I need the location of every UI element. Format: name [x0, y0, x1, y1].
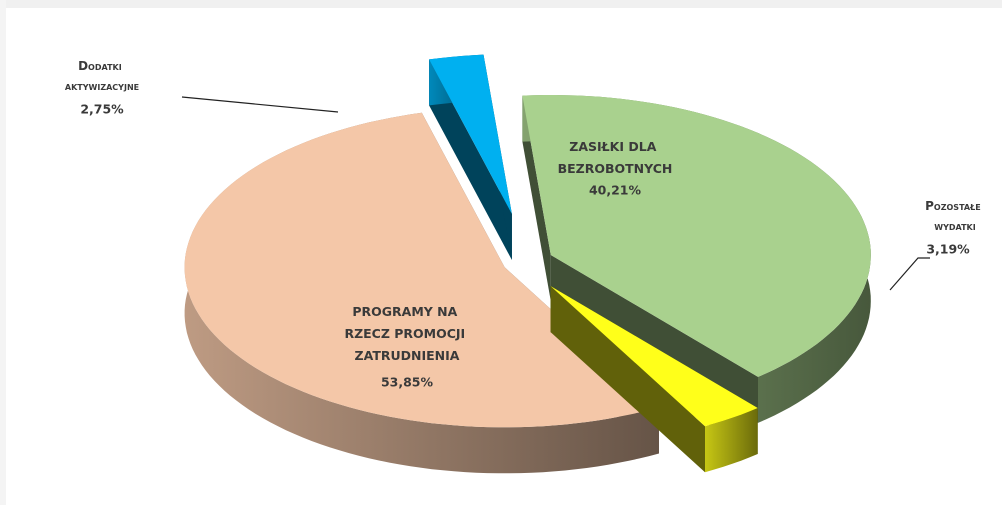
slice-radial-side — [550, 286, 705, 473]
frame-top — [0, 0, 1002, 8]
slice-radial-side — [522, 95, 551, 301]
frame-left — [0, 0, 6, 505]
leader-line — [889, 257, 930, 291]
slice — [429, 54, 512, 261]
slice — [184, 112, 659, 474]
slice-label: Dodatki aktywizacyjne — [65, 59, 139, 93]
slice-radial-side — [429, 59, 512, 261]
value-label: 53,85% — [381, 375, 434, 390]
slice-label: Pozostałe wydatki — [925, 199, 985, 233]
slice-outer-side — [705, 408, 758, 473]
slice-label: ZASIŁKI DLA BEZROBOTNYCH — [558, 139, 673, 176]
slice — [550, 286, 758, 473]
slice-top — [429, 54, 512, 214]
slice-outer-side — [184, 112, 659, 474]
leader-line — [181, 96, 339, 113]
value-label: 40,21% — [589, 183, 642, 198]
slice-top — [522, 95, 871, 377]
slice-label: PROGRAMY NA RZECZ PROMOCJI ZATRUDNIENIA — [344, 304, 469, 363]
value-label: 2,75% — [80, 102, 124, 117]
value-label: 3,19% — [926, 242, 970, 257]
slice-top — [550, 286, 758, 427]
slice-top — [184, 112, 659, 428]
